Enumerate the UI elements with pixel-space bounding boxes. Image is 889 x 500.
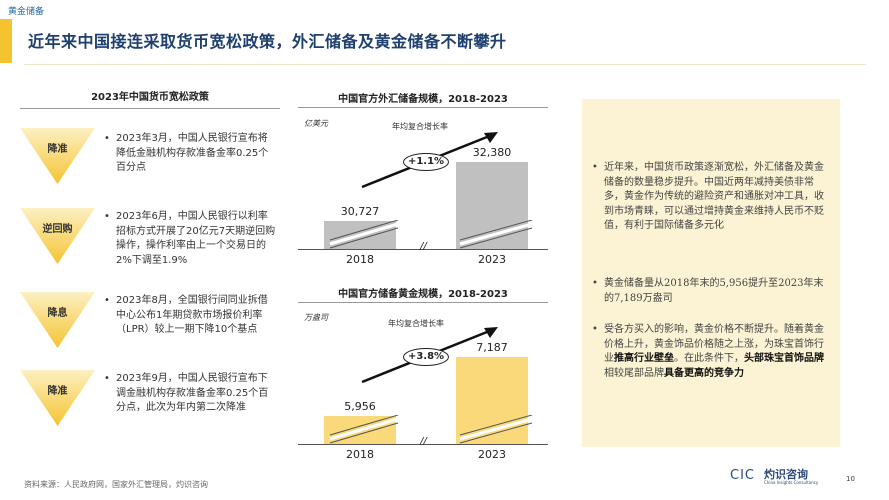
- fx-value-2018: 30,727: [340, 205, 380, 218]
- gold-xlabel-2023: 2023: [478, 448, 506, 461]
- policy-text: 2023年6月，中国人民银行以利率招标方式开展了20亿元7天期逆回购操作，操作利…: [104, 210, 276, 268]
- fx-unit: 亿美元: [304, 119, 328, 128]
- policy-text: 2023年9月，中国人民银行宣布下调金融机构存款准备金率0.25个百分点，此次为…: [104, 372, 276, 416]
- gold-cagr-pill: +3.8%: [403, 348, 449, 366]
- fx-chart-title: 中国官方外汇储备规模，2018-2023: [338, 94, 508, 105]
- page-title: 近年来中国接连采取货币宽松政策，外汇储备及黄金储备不断攀升: [28, 32, 507, 51]
- insight-item: 受各方买入的影响，黄金价格不断提升。随着黄金价格上升，黄金饰品价格随之上涨，为珠…: [592, 323, 826, 381]
- triangle-icon: [20, 370, 95, 426]
- gold-axis-break: //: [420, 436, 427, 447]
- fx-xlabel-2018: 2018: [346, 253, 374, 266]
- source-note: 资料来源：人民政府网，国家外汇管理局，灼识咨询: [24, 480, 208, 489]
- fx-cagr-label: 年均复合增长率: [392, 122, 448, 131]
- fx-x-axis: [298, 249, 548, 250]
- insight-item: 近年来，中国货币政策逐渐宽松，外汇储备及黄金储备的数量稳步提升。中国近两年减持美…: [592, 161, 826, 234]
- policy-label: 逆回购: [42, 224, 73, 235]
- triangle-icon: [20, 292, 95, 348]
- fx-chart-divider: [298, 107, 548, 108]
- policy-label: 降息: [47, 308, 68, 319]
- gold-xlabel-2018: 2018: [346, 448, 374, 461]
- policies-divider: [20, 108, 280, 109]
- policy-label: 降准: [47, 144, 68, 155]
- policy-item: 逆回购 2023年6月，中国人民银行以利率招标方式开展了20亿元7天期逆回购操作…: [20, 208, 280, 278]
- fx-xlabel-2023: 2023: [478, 253, 506, 266]
- triangle-icon: [20, 208, 95, 264]
- policies-title: 2023年中国货币宽松政策: [91, 92, 209, 103]
- company-logo: CIC 灼识咨询 China Insights Consultancy: [730, 466, 840, 488]
- policy-text: 2023年3月，中国人民银行宣布将降低金融机构存款准备金率0.25个百分点: [104, 132, 276, 176]
- gold-chart-divider: [298, 302, 548, 303]
- logo-cn: 灼识咨询: [764, 468, 808, 481]
- policy-item: 降准 2023年9月，中国人民银行宣布下调金融机构存款准备金率0.25个百分点，…: [20, 370, 280, 430]
- insight-box: 近年来，中国货币政策逐渐宽松，外汇储备及黄金储备的数量稳步提升。中国近两年减持美…: [582, 99, 840, 447]
- title-accent-bar: [0, 19, 12, 63]
- policy-label: 降准: [47, 386, 68, 397]
- policy-item: 降准 2023年3月，中国人民银行宣布将降低金融机构存款准备金率0.25个百分点: [20, 128, 280, 188]
- fx-value-2023: 32,380: [472, 146, 512, 159]
- triangle-icon: [20, 128, 95, 184]
- gold-chart-title: 中国官方储备黄金规模，2018-2023: [338, 289, 508, 300]
- gold-x-axis: [298, 444, 548, 445]
- logo-abbr: CIC: [730, 468, 755, 483]
- fx-cagr-pill: +1.1%: [403, 153, 449, 171]
- gold-break-marks-icon: [329, 415, 533, 444]
- gold-unit: 万盎司: [304, 313, 328, 322]
- section-tag: 黄金储备: [8, 7, 45, 17]
- policy-text: 2023年8月，全国银行间同业拆借中心公布1年期贷款市场报价利率（LPR）较上一…: [104, 294, 276, 338]
- logo-en: China Insights Consultancy: [764, 480, 819, 485]
- gold-value-2018: 5,956: [344, 400, 376, 413]
- insight-item: 黄金储备量从2018年末的5,956提升至2023年末的7,189万盎司: [592, 277, 826, 306]
- policy-item: 降息 2023年8月，全国银行间同业拆借中心公布1年期贷款市场报价利率（LPR）…: [20, 292, 280, 352]
- fx-break-marks-icon: [329, 220, 533, 249]
- fx-axis-break: //: [420, 241, 427, 252]
- gold-value-2023: 7,187: [476, 341, 508, 354]
- page-number: 10: [846, 475, 855, 483]
- gold-cagr-label: 年均复合增长率: [388, 319, 444, 328]
- title-divider: [24, 64, 866, 65]
